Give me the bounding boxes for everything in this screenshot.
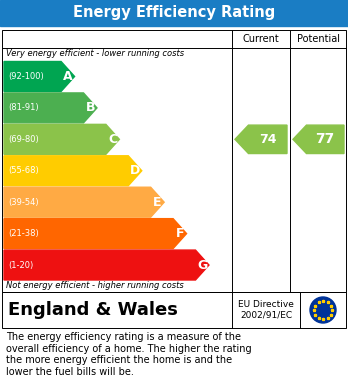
Text: England & Wales: England & Wales <box>8 301 178 319</box>
Polygon shape <box>293 125 344 154</box>
Polygon shape <box>4 187 164 217</box>
Text: The energy efficiency rating is a measure of the
overall efficiency of a home. T: The energy efficiency rating is a measur… <box>6 332 252 377</box>
Polygon shape <box>4 93 97 123</box>
Text: EU Directive
2002/91/EC: EU Directive 2002/91/EC <box>238 300 294 320</box>
Bar <box>2 30 346 292</box>
Text: (55-68): (55-68) <box>8 166 39 175</box>
Text: G: G <box>197 258 207 271</box>
Text: Not energy efficient - higher running costs: Not energy efficient - higher running co… <box>6 282 184 291</box>
Polygon shape <box>4 156 142 186</box>
Polygon shape <box>4 124 119 154</box>
Text: Potential: Potential <box>296 34 340 44</box>
Polygon shape <box>235 125 287 154</box>
Text: (92-100): (92-100) <box>8 72 44 81</box>
Text: 77: 77 <box>316 132 335 146</box>
Text: (39-54): (39-54) <box>8 198 39 207</box>
Polygon shape <box>4 219 187 249</box>
Bar <box>0 0 348 26</box>
Circle shape <box>310 297 336 323</box>
Text: Energy Efficiency Rating: Energy Efficiency Rating <box>73 5 275 20</box>
Text: 74: 74 <box>259 133 276 146</box>
Text: D: D <box>130 164 140 177</box>
Bar <box>2 292 346 328</box>
Text: B: B <box>86 101 95 115</box>
Text: (21-38): (21-38) <box>8 229 39 238</box>
Text: (1-20): (1-20) <box>8 260 33 269</box>
Polygon shape <box>4 61 74 91</box>
Text: F: F <box>176 227 184 240</box>
Text: (69-80): (69-80) <box>8 135 39 144</box>
Text: E: E <box>153 196 162 209</box>
Text: A: A <box>63 70 73 83</box>
Text: (81-91): (81-91) <box>8 103 39 112</box>
Text: Very energy efficient - lower running costs: Very energy efficient - lower running co… <box>6 50 184 59</box>
Text: Current: Current <box>243 34 279 44</box>
Text: C: C <box>108 133 117 146</box>
Polygon shape <box>4 250 209 280</box>
